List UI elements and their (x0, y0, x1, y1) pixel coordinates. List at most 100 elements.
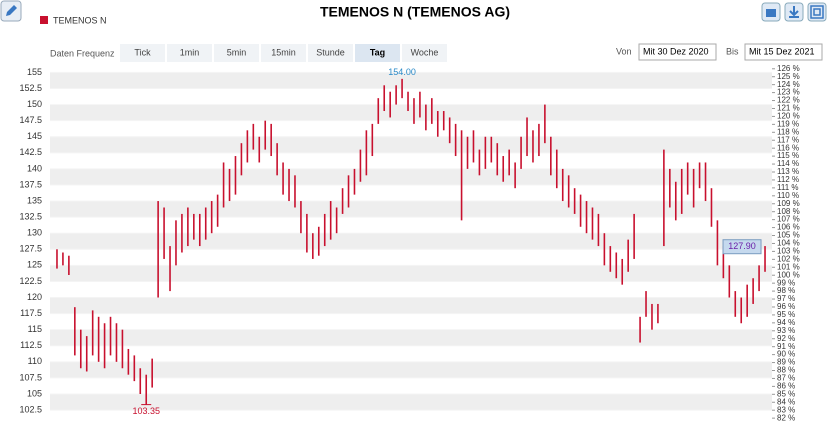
y2-tick-label: 104 % (777, 239, 800, 248)
y2-tick-label: 85 % (777, 389, 795, 398)
y2-tick-label: 102 % (777, 254, 800, 263)
frequency-button[interactable] (402, 44, 447, 62)
frequency-button-label: 1min (180, 47, 200, 57)
grid-band (50, 361, 772, 378)
frequency-button[interactable] (261, 44, 306, 62)
y-tick-label: 130 (27, 228, 42, 238)
grid-band (50, 233, 772, 250)
y-tick-label: 145 (27, 131, 42, 141)
plot-area: 102.5 105 107.5 110 112.5 115 117.5 120 122.5 125… (19, 64, 799, 422)
y2-tick-label: 100 % (777, 270, 800, 279)
y2-tick-label: 93 % (777, 326, 795, 335)
y2-tick-label: 110 % (777, 191, 799, 200)
y-tick-label: 105 (27, 388, 42, 398)
y-tick-label: 127.5 (19, 244, 42, 254)
frequency-button[interactable] (120, 44, 165, 62)
y-tick-label: 135 (27, 195, 42, 205)
frequency-button-label: Tag (370, 47, 385, 57)
y-tick-label: 120 (27, 292, 42, 302)
from-input[interactable] (638, 43, 717, 61)
grid-band (50, 104, 772, 121)
y-tick-label: 132.5 (19, 212, 42, 222)
y2-tick-label: 124 % (777, 80, 800, 89)
min-label: 103.35 (132, 406, 160, 416)
to-date: Mit 15 Dez 2021 (749, 46, 815, 56)
y-tick-label: 115 (28, 324, 42, 334)
y2-tick-label: 108 % (777, 207, 800, 216)
y2-tick-label: 92 % (777, 334, 795, 343)
grid-band (50, 265, 772, 282)
grid-band (50, 393, 772, 411)
y2-tick-label: 117 % (777, 135, 799, 144)
y2-tick-label: 97 % (777, 294, 795, 303)
y-tick-label: 107.5 (19, 372, 42, 382)
grid-band (50, 297, 772, 314)
y-tick-label: 122.5 (19, 276, 42, 286)
y-tick-label: 152.5 (19, 83, 42, 93)
grid-band (50, 168, 772, 185)
y2-tick-label: 121 % (777, 104, 800, 113)
last-price-box (722, 239, 762, 255)
fullscreen-icon (810, 5, 824, 19)
y2-tick-label: 113 % (777, 167, 799, 176)
y2-tick-label: 99 % (777, 278, 795, 287)
edit-icon (6, 5, 17, 16)
y2-tick-label: 119 % (777, 119, 799, 128)
max-label: 154.00 (388, 67, 416, 77)
frequency-label: Daten Frequenz (50, 48, 115, 58)
grid-band (50, 329, 772, 346)
y-tick-label: 147.5 (19, 115, 42, 125)
toolbar-icons (761, 2, 827, 22)
frequency-button-label: Stunde (316, 47, 345, 57)
y-tick-label: 150 (27, 99, 42, 109)
frequency-button-label: Tick (134, 47, 151, 57)
fullscreen-button[interactable] (807, 2, 827, 22)
y2-tick-label: 101 % (777, 262, 800, 271)
y2-tick-label: 87 % (777, 374, 795, 383)
y2-tick-label: 107 % (777, 215, 800, 224)
frequency-buttons: Tick 1min 5min 15min Stunde Tag Woche (120, 44, 447, 62)
last-price-label: 127.90 (728, 241, 756, 251)
y-tick-label: 117.5 (20, 308, 42, 318)
from-label: Von (616, 46, 632, 56)
frequency-button-label: Woche (411, 47, 439, 57)
frequency-button-label: 5min (227, 47, 247, 57)
y2-tick-label: 82 % (777, 413, 795, 422)
y-tick-label: 137.5 (19, 179, 42, 189)
from-date: Mit 30 Dez 2020 (643, 46, 709, 56)
to-label: Bis (726, 46, 739, 56)
y2-tick-label: 84 % (777, 397, 795, 406)
y2-tick-label: 89 % (777, 358, 795, 367)
download-icon (789, 6, 799, 18)
y2-tick-label: 114 % (777, 159, 799, 168)
frequency-button[interactable] (308, 44, 353, 62)
y2-tick-label: 116 % (777, 143, 799, 152)
chart-title: TEMENOS N (TEMENOS AG) (320, 4, 510, 20)
grid-band (50, 136, 772, 153)
y2-tick-label: 90 % (777, 350, 795, 359)
y2-tick-label: 118 % (777, 127, 799, 136)
grid-band (50, 201, 772, 218)
y2-tick-label: 88 % (777, 366, 795, 375)
print-icon (766, 9, 776, 17)
y2-tick-label: 86 % (777, 381, 795, 390)
frequency-button[interactable] (355, 44, 400, 62)
y2-tick-label: 103 % (777, 247, 800, 256)
y2-tick-label: 83 % (777, 405, 795, 414)
frequency-button[interactable] (167, 44, 212, 62)
frequency-button[interactable] (214, 44, 259, 62)
y2-tick-label: 96 % (777, 302, 795, 311)
legend-swatch (40, 16, 48, 24)
y2-tick-label: 122 % (777, 96, 800, 105)
grid-band (50, 72, 772, 89)
y2-tick-label: 95 % (777, 310, 795, 319)
y-tick-label: 102.5 (19, 404, 42, 414)
y2-tick-label: 126 % (777, 64, 800, 73)
y-tick-label: 140 (27, 163, 42, 173)
y-tick-label: 155 (27, 67, 42, 77)
y2-tick-label: 120 % (777, 112, 800, 121)
y2-tick-label: 112 % (777, 175, 799, 184)
y-tick-label: 142.5 (19, 147, 42, 157)
to-input[interactable] (744, 43, 823, 61)
